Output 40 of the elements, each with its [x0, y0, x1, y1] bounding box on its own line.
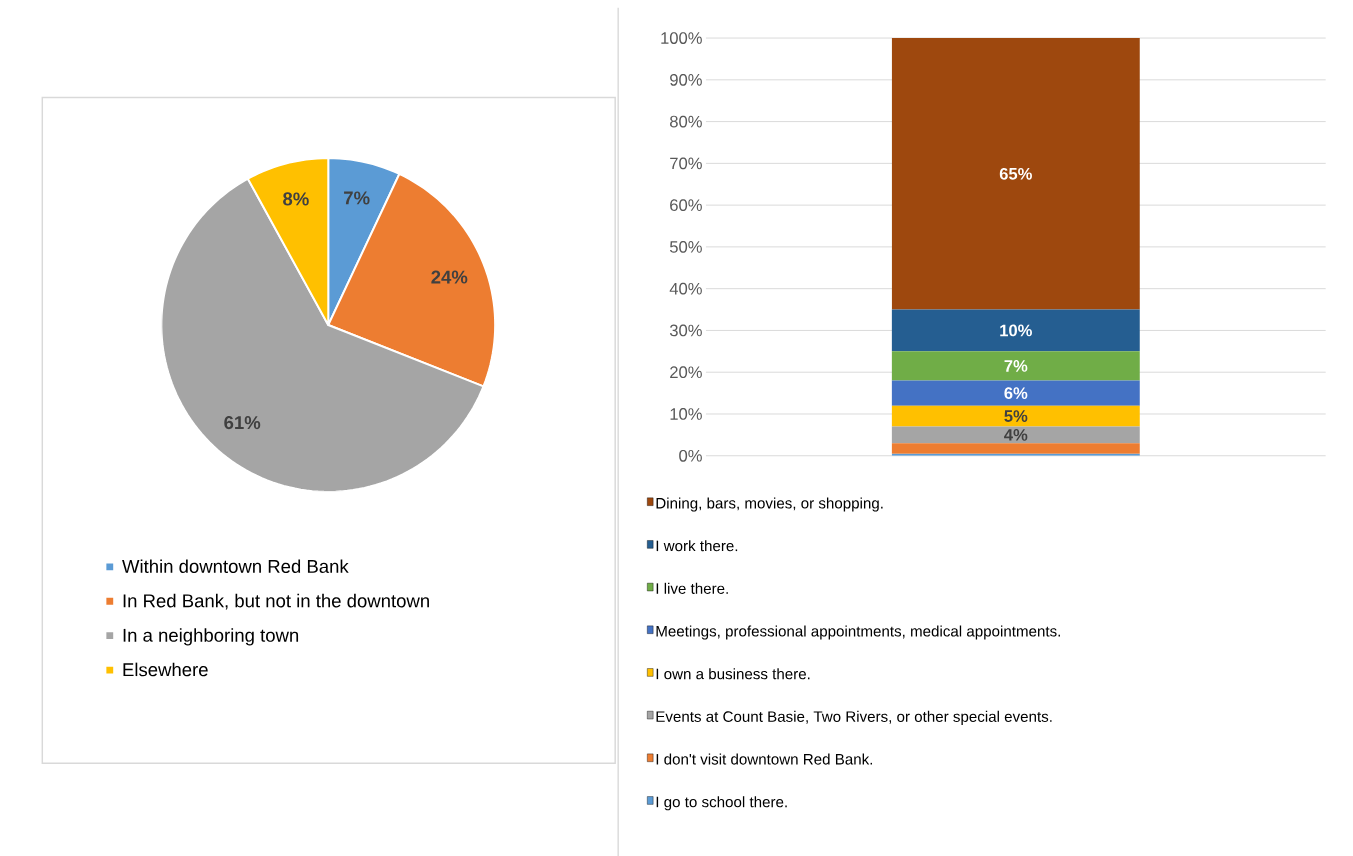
bar — [891, 380, 1140, 406]
y-tick-label: 30% — [669, 324, 702, 337]
data-label: 10% — [1000, 324, 1032, 337]
y-tick-label: 40% — [669, 282, 702, 295]
y-tick-label: 70% — [670, 157, 702, 170]
data-label: 8% — [283, 192, 309, 206]
bar — [891, 405, 1140, 427]
legend-label: In a neighboring town — [123, 628, 299, 646]
y-tick-label: 60% — [670, 199, 702, 212]
legend-label: I work there. — [656, 540, 738, 552]
legend-label: I own a business there. — [656, 668, 810, 680]
bar — [891, 38, 1140, 310]
y-tick-label: 20% — [670, 366, 702, 379]
y-tick-label: 90% — [670, 73, 702, 86]
bar — [891, 443, 1140, 454]
legend-label: Meetings, professional appointments, medical appointments. — [656, 625, 1060, 640]
data-label: 7% — [1004, 360, 1028, 372]
bar — [891, 426, 1140, 444]
y-tick-label: 10% — [670, 408, 702, 420]
legend-label: In Red Bank, but not in the downtown — [123, 593, 429, 610]
y-tick-label: 50% — [669, 241, 702, 253]
data-label: 61% — [224, 416, 261, 430]
legend-label: Within downtown Red Bank — [122, 559, 349, 574]
bar — [891, 309, 1140, 352]
data-label: 6% — [1004, 387, 1028, 400]
legend-label: I go to school there. — [656, 796, 787, 811]
data-label: 4% — [1004, 429, 1028, 441]
legend-label: I live there. — [656, 582, 728, 594]
legend-label: Dining, bars, movies, or shopping. — [656, 497, 883, 512]
data-label: 24% — [431, 270, 468, 284]
data-label: 7% — [344, 191, 370, 205]
y-tick-label: 0% — [679, 449, 702, 462]
legend-label: Elsewhere — [123, 662, 208, 677]
bar — [891, 351, 1140, 381]
legend-label: I don't visit downtown Red Bank. — [656, 753, 873, 765]
y-tick-label: 100% — [661, 32, 702, 44]
y-tick-label: 80% — [670, 115, 702, 128]
legend-label: Events at Count Basie, Two Rivers, or other special events. — [656, 710, 1052, 725]
data-label: 65% — [999, 167, 1032, 180]
data-label: 5% — [1004, 410, 1028, 422]
